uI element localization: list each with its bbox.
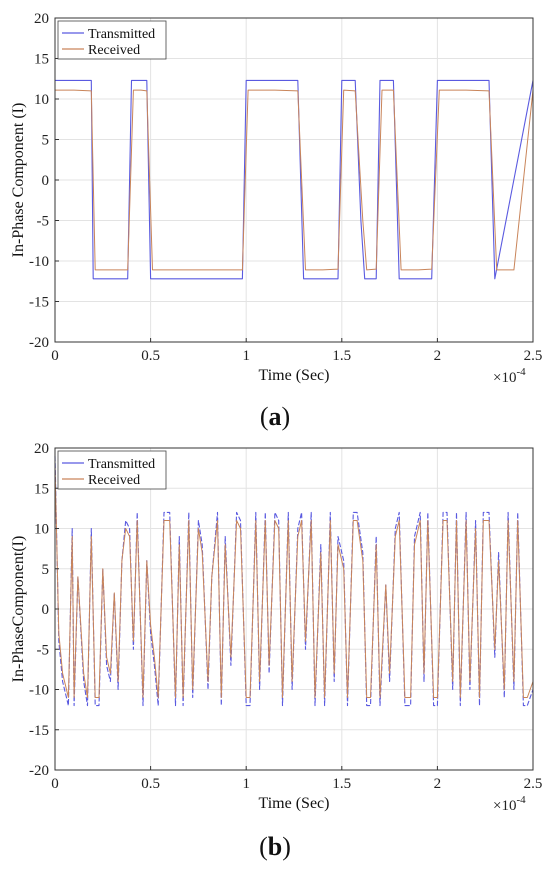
x-axis-label-b: Time (Sec) bbox=[259, 795, 330, 812]
series-line-transmitted bbox=[55, 79, 534, 280]
grid-a bbox=[54, 17, 534, 343]
x-exponent-b: ×10-4 bbox=[493, 794, 526, 814]
panel-label-b: (b) bbox=[259, 832, 291, 861]
y-tick-label: -10 bbox=[29, 254, 49, 270]
legend-box bbox=[57, 450, 167, 490]
series-group-a bbox=[55, 79, 534, 280]
y-tick-label: 5 bbox=[42, 133, 50, 149]
y-tick-label: -5 bbox=[37, 214, 50, 230]
y-tick-label: -10 bbox=[29, 683, 49, 699]
x-tick-label: 0.5 bbox=[141, 348, 160, 364]
x-axis-label-a: Time (Sec) bbox=[259, 367, 330, 384]
y-axis-label-b: In-PhaseComponent(I) bbox=[10, 536, 27, 683]
legend-label: Transmitted bbox=[88, 457, 155, 472]
y-tick-label: 10 bbox=[34, 522, 49, 538]
panel-label-a: (a) bbox=[260, 402, 290, 431]
y-tick-label: -20 bbox=[29, 335, 49, 351]
x-exponent-a: ×10-4 bbox=[493, 366, 526, 386]
legend-label: Received bbox=[88, 473, 140, 488]
chart-panel-a: 0 0.5 1 1.5 2 2.5 -20 -15 -10 -5 0 5 10 15 20 Time (S… bbox=[10, 11, 542, 431]
y-tick-label: 5 bbox=[42, 562, 50, 578]
y-tick-label: 15 bbox=[34, 52, 49, 68]
y-tick-label: 20 bbox=[34, 11, 49, 27]
series-line-received bbox=[55, 89, 534, 271]
x-tick-label: 0 bbox=[51, 348, 59, 364]
x-tick-label: 0 bbox=[51, 776, 59, 792]
y-tick-labels-b: -20 -15 -10 -5 0 5 10 15 20 bbox=[29, 441, 59, 779]
x-tick-label: 1.5 bbox=[332, 776, 351, 792]
legend-label: Transmitted bbox=[88, 27, 155, 42]
y-tick-label: 10 bbox=[34, 92, 49, 108]
y-tick-label: -15 bbox=[29, 723, 49, 739]
y-axis-label-a: In-Phase Component (I) bbox=[10, 103, 27, 258]
y-tick-label: -5 bbox=[37, 642, 50, 658]
x-tick-labels-b: 0 0.5 1 1.5 2 2.5 bbox=[51, 766, 542, 792]
y-tick-label: 0 bbox=[42, 173, 50, 189]
chart-panel-b: 0 0.5 1 1.5 2 2.5 -20 -15 -10 -5 0 5 10 15 20 Time (S… bbox=[10, 441, 542, 861]
x-tick-label: 0.5 bbox=[141, 776, 160, 792]
y-tick-label: 20 bbox=[34, 441, 49, 457]
grid-b bbox=[54, 447, 534, 771]
x-tick-labels-a: 0 0.5 1 1.5 2 2.5 bbox=[51, 338, 542, 364]
y-tick-label: 0 bbox=[42, 602, 50, 618]
legend-box bbox=[57, 20, 167, 60]
y-tick-label: -15 bbox=[29, 295, 49, 311]
y-tick-label: 15 bbox=[34, 481, 49, 497]
x-tick-label: 2 bbox=[434, 348, 442, 364]
y-tick-label: -20 bbox=[29, 763, 49, 779]
series-group-b bbox=[54, 456, 534, 707]
x-tick-label: 2.5 bbox=[524, 776, 543, 792]
x-tick-label: 1 bbox=[242, 348, 250, 364]
y-tick-labels-a: -20 -15 -10 -5 0 5 10 15 20 bbox=[29, 11, 59, 351]
x-tick-label: 1.5 bbox=[332, 348, 351, 364]
x-tick-label: 1 bbox=[242, 776, 250, 792]
legend-label: Received bbox=[88, 43, 140, 58]
x-tick-label: 2 bbox=[434, 776, 442, 792]
series-line-received bbox=[54, 464, 534, 698]
x-tick-label: 2.5 bbox=[524, 348, 543, 364]
